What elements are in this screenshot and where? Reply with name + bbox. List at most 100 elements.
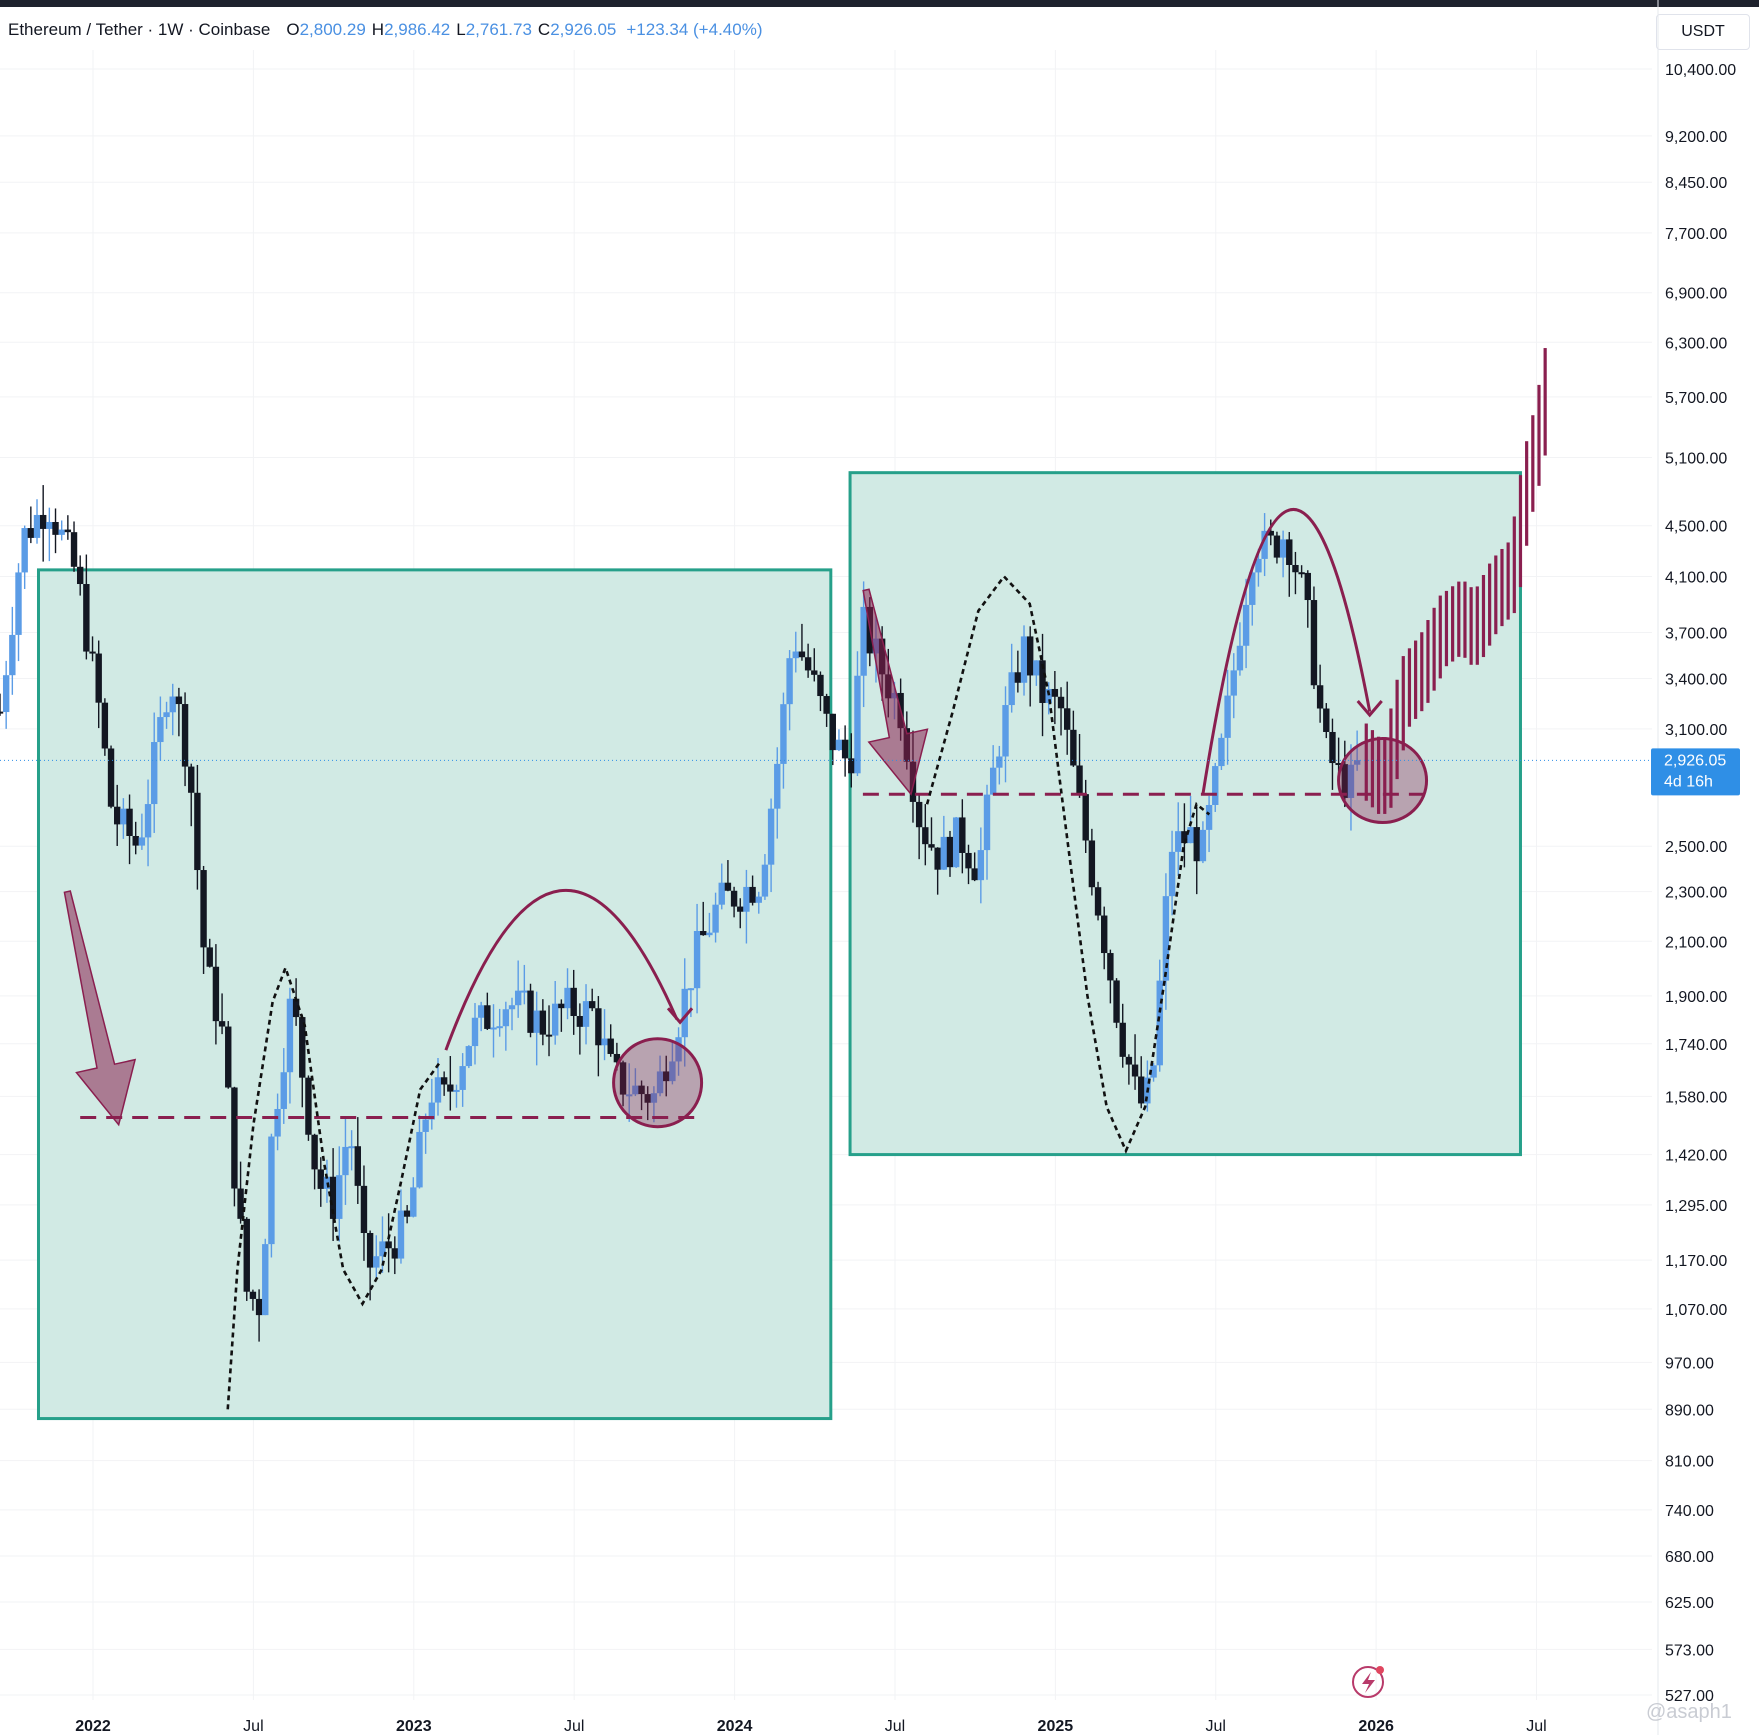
candle-body xyxy=(366,1233,374,1268)
currency-button[interactable]: USDT xyxy=(1656,14,1750,50)
candle-body xyxy=(946,836,954,868)
candle-body xyxy=(922,827,929,845)
candle-body xyxy=(564,987,571,1009)
candle-body xyxy=(1002,705,1009,757)
candle-body xyxy=(39,514,47,529)
candle-body xyxy=(1008,672,1015,706)
candle-body xyxy=(1335,763,1342,766)
time-tick-label: Jul xyxy=(243,1718,263,1735)
candle-body xyxy=(317,1169,324,1189)
candle-body xyxy=(132,835,139,846)
projection-bar xyxy=(1395,679,1399,780)
projection-bar xyxy=(1389,708,1393,808)
candle-body xyxy=(379,1241,386,1257)
price-tick-label: 4,100.00 xyxy=(1665,569,1727,586)
candle-body xyxy=(737,906,744,912)
candle-body xyxy=(521,990,528,993)
price-tick-label: 970.00 xyxy=(1665,1355,1714,1372)
candle-body xyxy=(848,758,855,774)
candle-body xyxy=(1020,636,1028,683)
candle-body xyxy=(928,844,935,848)
candle-body xyxy=(336,1175,343,1219)
candle-body xyxy=(551,1003,559,1036)
price-tick-label: 8,450.00 xyxy=(1665,175,1727,192)
price-axis[interactable]: 10,400.00 9,200.00 8,450.00 7,700.00 6,900.0… xyxy=(1665,62,1736,1705)
candle-body xyxy=(1175,831,1182,852)
candle-body xyxy=(749,886,756,903)
candle-body xyxy=(52,522,59,535)
candle-body xyxy=(70,532,78,567)
price-tick-label: 3,100.00 xyxy=(1665,722,1727,739)
candle-body xyxy=(971,868,978,881)
candle-body xyxy=(188,766,195,793)
candle-body xyxy=(249,1291,257,1299)
symbol-title[interactable]: Ethereum / Tether · 1W · Coinbase xyxy=(8,20,271,39)
candle-body xyxy=(107,748,115,807)
arc-arrow-2 xyxy=(1201,508,1372,795)
candle-body xyxy=(465,1046,473,1067)
candle-body xyxy=(9,634,16,676)
candle-body xyxy=(1131,1064,1139,1077)
projection-bar xyxy=(1469,587,1473,665)
price-tick-label: 1,070.00 xyxy=(1665,1302,1727,1319)
candle-body xyxy=(860,606,867,676)
price-tick-label: 4,500.00 xyxy=(1665,519,1727,536)
candle-body xyxy=(1181,831,1188,844)
price-tick-label: 7,700.00 xyxy=(1665,226,1727,243)
candle-body xyxy=(823,696,830,714)
candle-body xyxy=(95,653,102,703)
candle-body xyxy=(1014,672,1022,683)
candle-body xyxy=(1255,558,1262,573)
candle-body xyxy=(558,1003,565,1009)
candle-body xyxy=(1353,760,1361,765)
candle-body xyxy=(1212,766,1219,805)
candle-body xyxy=(1267,530,1274,536)
candle-body xyxy=(194,792,201,871)
projection-bars xyxy=(1364,348,1547,814)
candle-body xyxy=(1138,1076,1145,1104)
candle-body xyxy=(712,904,719,933)
candle-body xyxy=(175,696,183,705)
price-tick-label: 1,740.00 xyxy=(1665,1037,1727,1054)
candle-body xyxy=(354,1146,361,1186)
candle-body xyxy=(286,998,294,1073)
candle-body xyxy=(1125,1056,1133,1065)
candle-body xyxy=(1162,896,1170,981)
candle-body xyxy=(1033,660,1040,676)
candle-body xyxy=(650,1093,658,1103)
candle-body xyxy=(545,1034,553,1037)
candle-body xyxy=(767,808,775,865)
candle-body xyxy=(1193,827,1200,862)
candle-body xyxy=(1150,1065,1157,1078)
time-tick-label: 2024 xyxy=(717,1718,753,1735)
candle-body xyxy=(280,1072,287,1109)
candle-body xyxy=(163,712,170,718)
candle-body xyxy=(595,1008,602,1046)
candle-body xyxy=(533,1010,540,1033)
candle-body xyxy=(416,1131,423,1188)
candle-body xyxy=(1187,827,1194,844)
candle-body xyxy=(835,739,843,751)
candle-body xyxy=(1039,660,1046,703)
candle-body xyxy=(1224,695,1231,738)
candle-body xyxy=(687,988,695,991)
candle-body xyxy=(940,836,948,870)
consolidation-circle-1 xyxy=(612,1037,704,1129)
candle-body xyxy=(1341,764,1348,798)
projection-bar xyxy=(1463,581,1467,658)
candle-body xyxy=(360,1185,368,1234)
price-tick-label: 680.00 xyxy=(1665,1549,1714,1566)
candle-body xyxy=(743,886,750,912)
range-box-1 xyxy=(36,568,833,1421)
close-value: 2,926.05 xyxy=(550,20,617,39)
price-tick-label: 1,900.00 xyxy=(1665,989,1727,1006)
time-axis[interactable]: 2022 Jul 2023 Jul 2024 Jul 2025 Jul 2026 Jul xyxy=(75,1718,1547,1735)
candle-body xyxy=(1076,765,1083,795)
candle-body xyxy=(576,1016,584,1027)
candle-body xyxy=(138,837,146,846)
low-value: 2,761.73 xyxy=(465,20,532,39)
lightning-icon xyxy=(1352,1666,1384,1698)
candle-body xyxy=(675,1037,682,1062)
range-boxes xyxy=(36,471,1522,1421)
